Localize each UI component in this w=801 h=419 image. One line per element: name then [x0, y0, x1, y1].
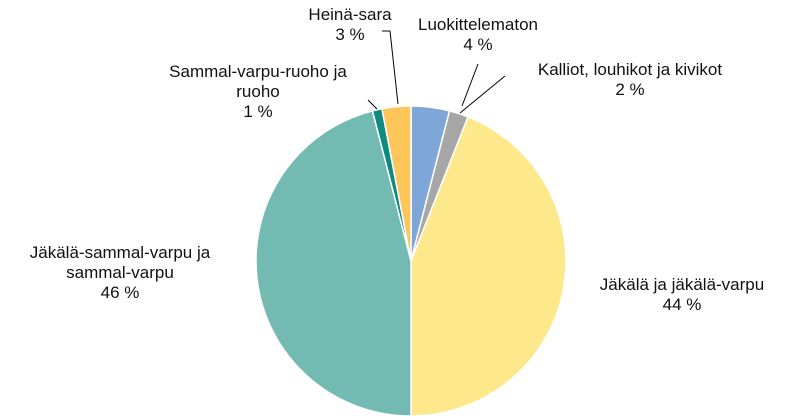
value-label: 46 %	[100, 283, 140, 302]
value-label: 1 %	[243, 102, 273, 121]
category-label: Luokittelematon	[417, 15, 539, 34]
category-label: Jäkälä ja jäkälä-varpu	[599, 275, 765, 294]
pie-slice	[381, 105, 412, 262]
slice-label: Kalliot, louhikot ja kivikot 2 %	[500, 60, 760, 100]
leader-line	[367, 99, 378, 110]
slice-label: Heinä-sara 3 %	[290, 5, 410, 45]
value-label: 44 %	[662, 295, 702, 314]
slice-label: Jäkälä-sammal-varpu ja sammal-varpu 46 %	[0, 243, 240, 303]
category-label: Jäkälä-sammal-varpu ja sammal-varpu	[29, 243, 211, 282]
leader-line	[382, 30, 399, 105]
leader-lines	[367, 30, 506, 114]
category-label: Kalliot, louhikot ja kivikot	[537, 60, 723, 79]
leader-line	[459, 75, 506, 114]
pie-slice	[410, 115, 567, 417]
value-label: 4 %	[463, 35, 493, 54]
category-label: Sammal-varpu-ruoho ja ruoho	[169, 62, 347, 101]
category-label: Heinä-sara	[308, 5, 392, 24]
slice-label: Jäkälä ja jäkälä-varpu 44 %	[582, 275, 782, 315]
leader-line	[461, 63, 479, 107]
value-label: 3 %	[335, 25, 365, 44]
slice-label: Luokittelematon 4 %	[378, 15, 578, 55]
pie-slice	[255, 109, 412, 417]
value-label: 2 %	[615, 80, 645, 99]
slice-label: Sammal-varpu-ruoho ja ruoho 1 %	[158, 62, 358, 122]
